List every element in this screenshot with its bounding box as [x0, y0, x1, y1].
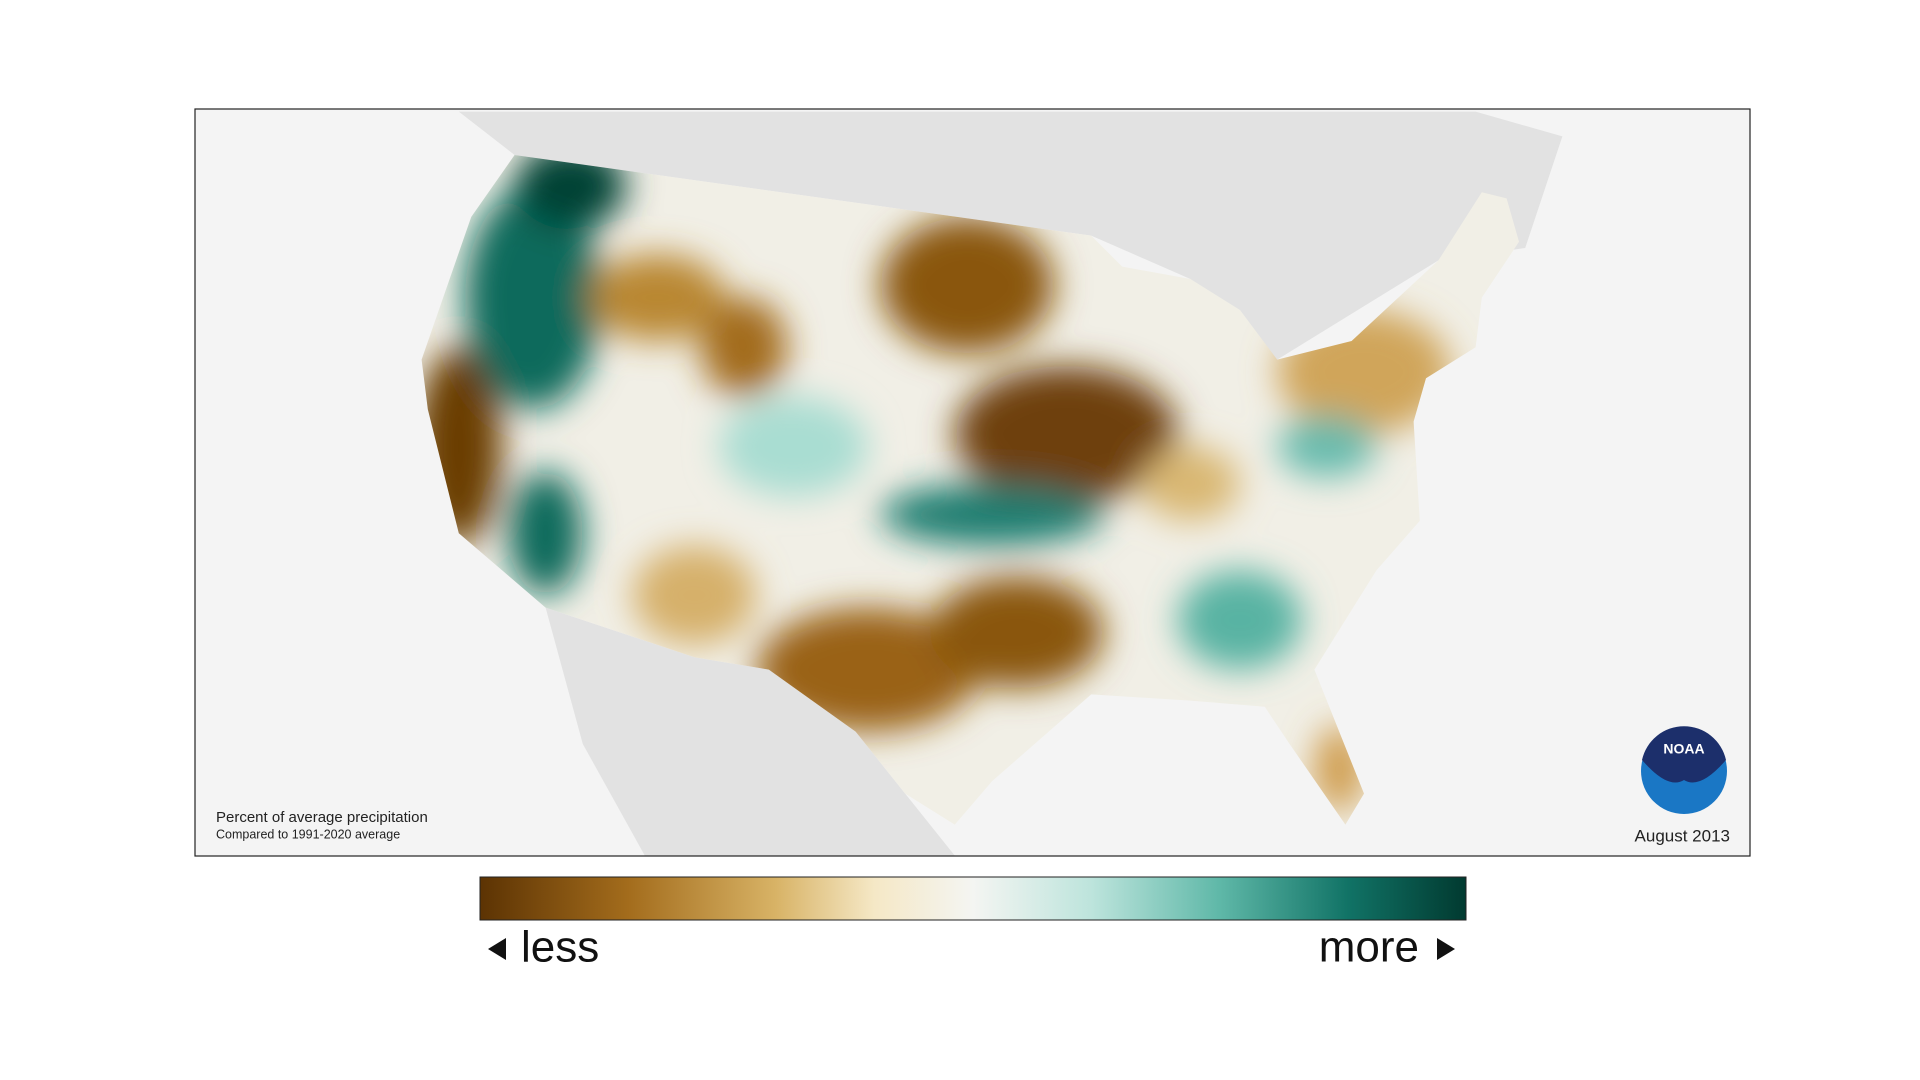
caption-subtitle: Compared to 1991-2020 average — [216, 827, 400, 841]
caption-title: Percent of average precipitation — [216, 809, 428, 826]
legend-low: less — [521, 923, 599, 972]
noaa-logo: NOAA — [1641, 726, 1727, 814]
map-frame — [194, 108, 1751, 857]
color-scale — [479, 876, 1467, 921]
mexico — [545, 607, 955, 856]
more-arrow — [1437, 938, 1455, 960]
canada — [458, 111, 1563, 360]
map-area: Percent of average precipitation Compare… — [195, 109, 1750, 856]
logo-text: NOAA — [1663, 741, 1704, 757]
date: August 2013 — [1635, 826, 1730, 845]
legend-high: more — [1319, 923, 1419, 972]
less-arrow — [488, 938, 506, 960]
